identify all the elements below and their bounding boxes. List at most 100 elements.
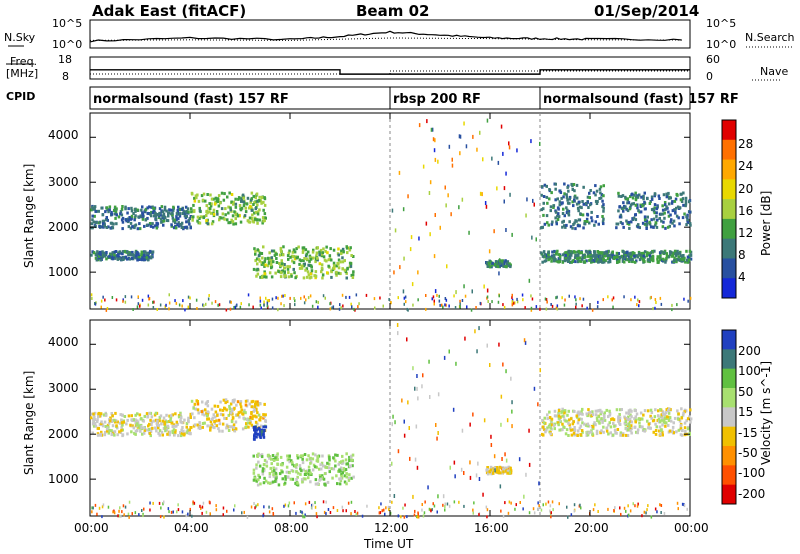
power-cell xyxy=(115,298,118,302)
power-cell xyxy=(422,164,425,169)
power-cell xyxy=(566,185,569,189)
power-cell xyxy=(432,295,435,299)
power-cell xyxy=(495,264,498,268)
power-cell xyxy=(337,247,340,251)
velocity-cell xyxy=(561,428,564,432)
velocity-cell xyxy=(541,425,545,429)
power-cell xyxy=(289,255,292,259)
velocity-cell xyxy=(497,471,500,475)
velocity-cell xyxy=(250,411,253,414)
velocity-cell xyxy=(625,427,628,431)
power-cbar-tick-8: 8 xyxy=(738,248,746,262)
power-cell xyxy=(665,195,669,199)
velocity-cell xyxy=(228,407,231,411)
power-cell xyxy=(291,254,295,258)
velocity-cell xyxy=(564,432,568,436)
velocity-cell xyxy=(345,452,348,456)
power-cell xyxy=(260,306,262,310)
velocity-cell xyxy=(101,515,103,519)
power-cell xyxy=(689,253,693,257)
power-cell xyxy=(646,251,649,255)
velocity-cell xyxy=(332,506,335,510)
velocity-cell xyxy=(311,457,315,461)
velocity-cell xyxy=(342,509,344,513)
velocity-cell xyxy=(320,467,323,471)
power-cell xyxy=(574,227,577,231)
power-cell xyxy=(204,199,207,203)
power-cell xyxy=(561,296,563,300)
power-cell xyxy=(181,212,185,215)
velocity-cell xyxy=(685,419,688,423)
velocity-cell xyxy=(664,411,668,415)
power-cell xyxy=(257,199,261,202)
velocity-cell xyxy=(92,412,95,416)
velocity-cell xyxy=(560,410,564,414)
velocity-cell xyxy=(475,473,478,478)
power-cell xyxy=(227,211,230,215)
power-cell xyxy=(555,220,558,224)
velocity-cell xyxy=(204,402,208,406)
power-cell xyxy=(653,211,656,215)
power-cell xyxy=(679,198,683,202)
power-cell xyxy=(543,183,547,187)
power-cell xyxy=(539,141,541,146)
power-cell xyxy=(667,210,670,214)
velocity-cell xyxy=(221,429,224,433)
power-cell xyxy=(320,266,324,270)
power-cell xyxy=(127,207,130,211)
velocity-cell xyxy=(142,514,144,518)
velocity-cell xyxy=(350,512,352,516)
power-cell xyxy=(209,207,212,211)
velocity-cell xyxy=(254,420,258,424)
power-cell xyxy=(650,197,654,201)
power-cell xyxy=(149,224,153,228)
power-cell xyxy=(332,305,335,309)
velocity-cell xyxy=(244,399,248,403)
power-cell xyxy=(625,257,628,261)
velocity-cell xyxy=(264,418,267,422)
velocity-cell xyxy=(179,411,182,415)
power-cell xyxy=(656,255,659,259)
power-cell xyxy=(95,258,99,262)
power-cell xyxy=(503,199,505,204)
velocity-cell xyxy=(262,514,264,518)
velocity-cell xyxy=(412,366,414,371)
power-cell xyxy=(165,303,167,307)
xtick-0800: 08:00 xyxy=(274,521,309,535)
power-cell xyxy=(684,202,688,206)
power-cell xyxy=(547,256,551,260)
power-cell xyxy=(615,226,618,230)
power-cell xyxy=(568,254,571,258)
power-cell xyxy=(291,259,294,263)
velocity-cell xyxy=(646,409,650,413)
velocity-cell xyxy=(641,514,643,518)
power-cell xyxy=(556,307,559,311)
velocity-cell xyxy=(257,413,261,417)
power-cell xyxy=(189,215,193,218)
velocity-cell xyxy=(304,513,306,517)
velocity-cell xyxy=(510,501,512,505)
power-cell xyxy=(131,225,134,229)
velocity-cell xyxy=(323,510,326,514)
power-cell xyxy=(609,255,613,259)
power-colorbar-swatch xyxy=(722,238,736,259)
power-cell xyxy=(348,295,351,299)
power-cell xyxy=(576,260,580,264)
power-cell xyxy=(429,180,432,185)
power-cell xyxy=(554,182,557,186)
velocity-cell xyxy=(663,413,667,417)
velocity-cell xyxy=(112,431,115,435)
velocity-cell xyxy=(558,502,560,506)
power-cell xyxy=(157,216,161,219)
power-cell xyxy=(447,193,449,198)
velocity-cell xyxy=(154,426,157,430)
velocity-cell xyxy=(239,402,242,406)
power-cell xyxy=(129,226,133,230)
power-cell xyxy=(123,250,126,254)
power-cell xyxy=(136,258,139,262)
velocity-cell xyxy=(316,515,318,519)
velocity-cell xyxy=(613,424,616,428)
velocity-cell xyxy=(413,513,416,517)
velocity-cell xyxy=(679,433,683,437)
velocity-cell xyxy=(661,412,665,416)
